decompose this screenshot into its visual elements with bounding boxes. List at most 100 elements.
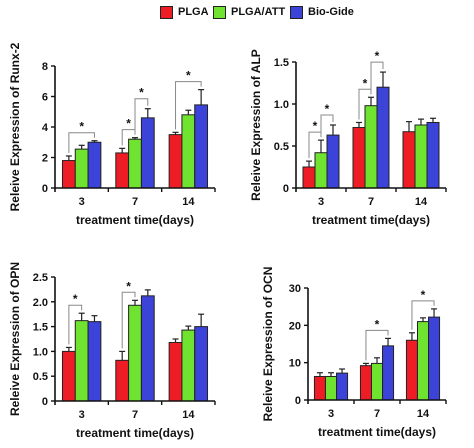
y-tick-label: 30: [289, 283, 301, 295]
legend-label-bio-gide: Bio-Gide: [308, 6, 354, 18]
significance-star: *: [325, 102, 330, 116]
significance-star: *: [313, 119, 318, 133]
y-tick-label: 6: [42, 92, 48, 104]
x-tick-label: 14: [182, 196, 195, 208]
significance-bracket: [365, 329, 389, 361]
bar-plga-14: [402, 131, 416, 189]
legend-label-plga: PLGA: [178, 6, 209, 18]
bar-plga-14: [168, 134, 183, 189]
y-tick-label: 0.5: [33, 371, 48, 383]
bar-plga-7: [115, 152, 130, 189]
x-axis-label: treatment time(days): [312, 213, 430, 227]
bar-bio-gide-3: [336, 372, 349, 401]
bar-plga-att-3: [74, 320, 89, 402]
bar-plga-att-7: [364, 105, 378, 189]
bar-plga-3: [313, 375, 326, 401]
bar-plga-3: [61, 350, 76, 402]
bar-plga-3: [61, 160, 76, 189]
y-tick-label: 1.5: [274, 57, 289, 69]
chart-4: 0 10 20 30 3 7 14 treatment time(days) Releive E…: [261, 267, 447, 439]
bar-plga-att-3: [314, 152, 328, 189]
significance-bracket: [121, 291, 136, 349]
y-tick-label: 0: [42, 183, 48, 195]
legend-item-plga: PLGA: [160, 3, 209, 21]
x-tick-label: 14: [417, 408, 430, 420]
bar-bio-gide-3: [87, 141, 102, 189]
y-tick-label: 0: [295, 395, 301, 407]
bar-plga-att-7: [370, 362, 384, 401]
bar-plga-att-3: [74, 148, 89, 189]
significance-bracket: [370, 61, 384, 95]
legend-label-plga-att: PLGA/ATT: [231, 6, 286, 18]
significance-bracket: [175, 81, 202, 130]
bar-plga-att-7: [128, 138, 142, 189]
chart-1: 0 2 4 6 8 3 7 14 treatment time(days) Releive Exp…: [8, 42, 216, 227]
bar-plga-14: [168, 341, 183, 402]
bar-bio-gide-7: [376, 86, 390, 189]
chart-2: 0 0.5 1.0 1.5 3 7 14 treatment time(days) Releiv…: [249, 49, 447, 227]
significance-star: *: [139, 86, 144, 100]
significance-star: *: [126, 279, 131, 293]
significance-star: *: [186, 69, 191, 83]
y-tick-label: 8: [42, 61, 48, 73]
x-tick-label: 7: [374, 408, 380, 420]
bar-bio-gide-14: [426, 121, 440, 189]
legend-swatch-plga-att: [213, 5, 226, 19]
bar-plga-att-3: [324, 375, 338, 401]
y-tick-label: 4: [42, 122, 49, 134]
bar-plga-7: [359, 365, 372, 401]
legend-item-bio-gide: Bio-Gide: [290, 3, 354, 21]
significance-star: *: [375, 49, 380, 63]
y-axis-label: Releive Expression of Runx-2: [8, 42, 22, 211]
legend: PLGA PLGA/ATT Bio-Gide: [0, 3, 474, 21]
y-tick-label: 2.5: [33, 272, 48, 284]
chart-3: 0 0.5 1.0 1.5 2.0 2.5 3 7 14 treatment time(days)…: [8, 262, 216, 440]
significance-bracket: [68, 132, 95, 153]
x-tick-label: 14: [415, 196, 428, 208]
y-tick-label: 2: [42, 153, 48, 165]
y-tick-label: 1.5: [33, 322, 48, 334]
y-tick-label: 0: [42, 396, 48, 408]
bar-plga-att-14: [414, 124, 428, 189]
bar-plga-7: [352, 127, 366, 189]
bar-bio-gide-14: [194, 326, 209, 402]
bar-bio-gide-14: [194, 104, 209, 189]
x-tick-label: 7: [132, 409, 138, 421]
significance-bracket: [320, 114, 334, 138]
x-tick-label: 7: [132, 196, 138, 208]
bar-bio-gide-7: [382, 345, 395, 401]
x-tick-label: 3: [79, 196, 85, 208]
significance-bracket: [411, 300, 435, 330]
bar-plga-7: [115, 359, 130, 402]
legend-item-plga-att: PLGA/ATT: [213, 3, 285, 21]
bar-bio-gide-14: [428, 316, 441, 401]
bar-bio-gide-3: [87, 321, 102, 402]
bar-plga-att-7: [128, 304, 142, 402]
x-axis-label: treatment time(days): [76, 213, 194, 227]
y-tick-label: 20: [289, 320, 301, 332]
bar-bio-gide-7: [140, 117, 155, 189]
legend-swatch-bio-gide: [290, 5, 303, 19]
bar-plga-att-14: [181, 114, 196, 189]
y-axis-label: Releive Expression of OCN: [261, 267, 275, 422]
bar-plga-att-14: [416, 321, 430, 401]
y-tick-label: 10: [289, 358, 301, 370]
significance-bracket: [134, 98, 149, 135]
significance-star: *: [375, 317, 380, 331]
x-tick-label: 14: [182, 409, 195, 421]
bar-plga-att-14: [181, 329, 196, 402]
significance-star: *: [421, 288, 426, 302]
y-axis-label: Releive Expression of OPN: [8, 262, 22, 416]
y-tick-label: 0.5: [274, 141, 289, 153]
bar-bio-gide-7: [140, 295, 155, 402]
y-axis-label: Releive Expression of ALP: [249, 49, 263, 201]
significance-star: *: [79, 120, 84, 134]
bar-bio-gide-3: [326, 134, 340, 189]
y-tick-label: 2.0: [33, 297, 48, 309]
legend-swatch-plga: [160, 5, 173, 19]
x-tick-label: 3: [318, 196, 324, 208]
bar-plga-3: [302, 166, 316, 189]
significance-star: *: [73, 292, 78, 306]
significance-bracket: [68, 304, 83, 345]
